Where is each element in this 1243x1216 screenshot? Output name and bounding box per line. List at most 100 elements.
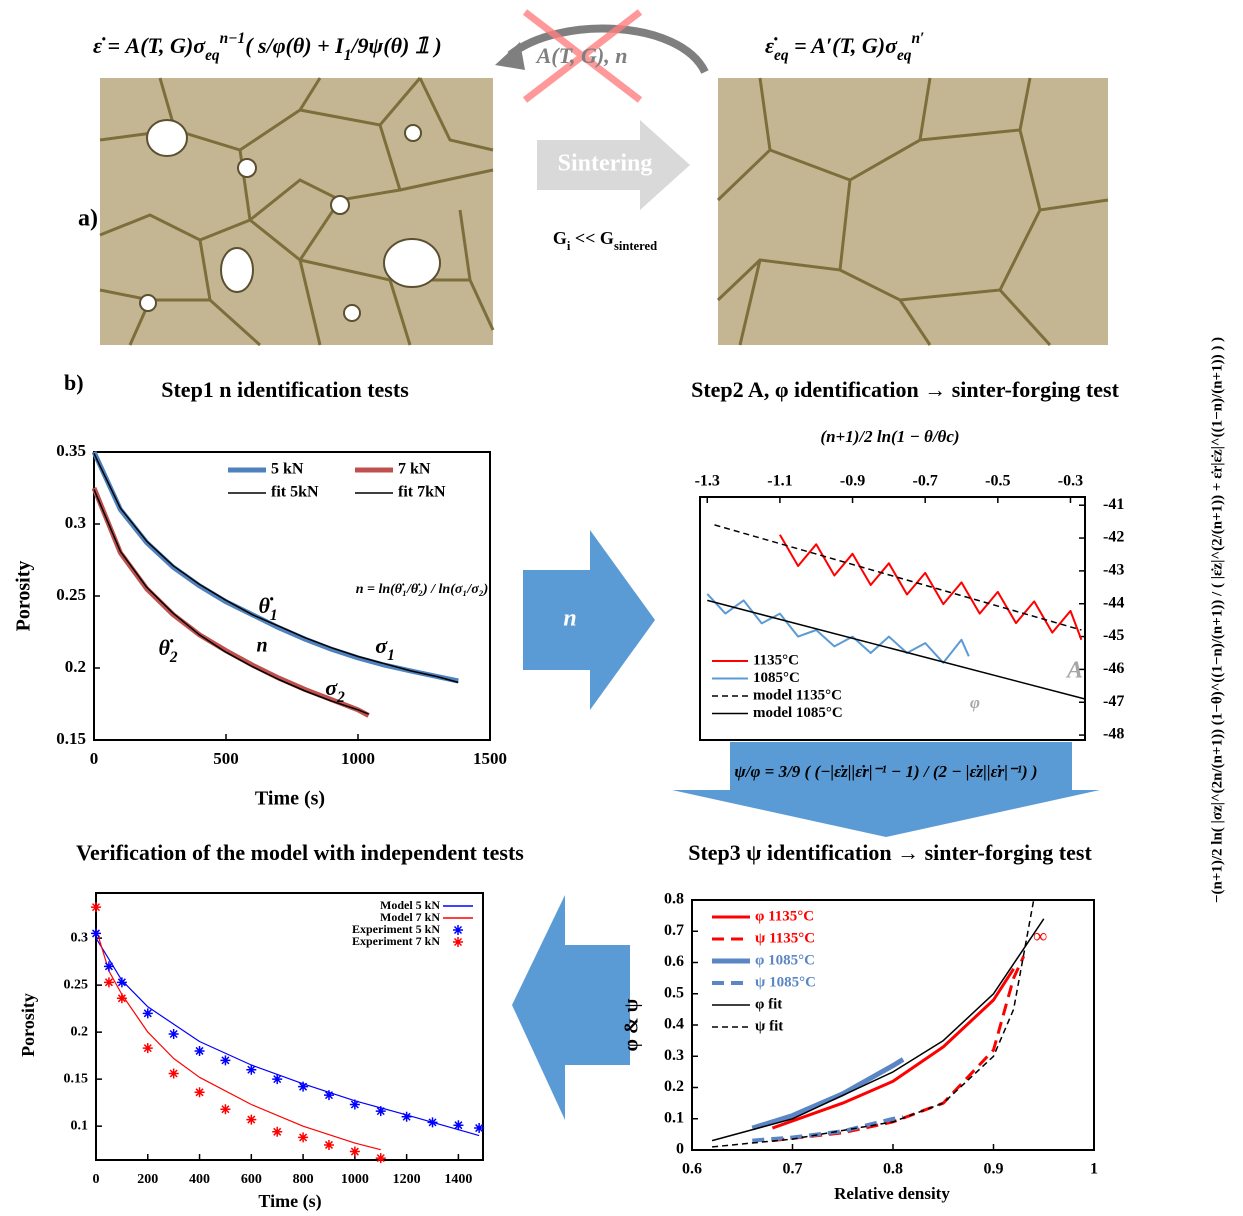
text-part: σ xyxy=(375,633,388,658)
data-point xyxy=(298,1132,309,1143)
annotation: φ xyxy=(970,693,980,712)
grain-relation: Gi << Gsintered xyxy=(553,228,657,253)
legend-label: fit 7kN xyxy=(398,484,446,501)
x-tick-label: 1400 xyxy=(444,1172,472,1187)
data-point xyxy=(168,1068,179,1079)
text-part: n−1 xyxy=(220,30,246,47)
x-tick-label: 200 xyxy=(137,1172,158,1187)
text-part: eq xyxy=(205,47,220,64)
y-tick-label: -48 xyxy=(1103,726,1124,743)
legend-label: Experiment 5 kN xyxy=(352,922,440,936)
right-arrow xyxy=(523,530,655,710)
annotation: n = ln(θ̇₁/θ̇₂) / ln(σ₁/σ₂) xyxy=(356,582,489,597)
y-tick-label: 0.6 xyxy=(664,953,684,970)
annotation: σ2 xyxy=(325,675,345,706)
text-part: σ xyxy=(325,675,338,700)
x-tick-label: -0.7 xyxy=(913,473,938,490)
annotation: A xyxy=(1065,658,1083,684)
x-tick-label: 1500 xyxy=(473,749,507,768)
text-part: sintered xyxy=(614,239,657,253)
panel-label: a) xyxy=(78,206,98,232)
x-axis-label: Time (s) xyxy=(255,788,325,810)
x-tick-label: 1200 xyxy=(393,1172,421,1187)
series-line xyxy=(93,489,369,715)
x-tick-label: 400 xyxy=(189,1172,210,1187)
y-tick-label: -41 xyxy=(1103,496,1124,513)
text-part: i xyxy=(567,239,571,253)
y-tick-label: 0.1 xyxy=(71,1118,89,1133)
data-point xyxy=(194,1045,205,1056)
data-point xyxy=(349,1099,360,1110)
y-tick-label: 0.1 xyxy=(664,1109,684,1126)
annotation: σ1 xyxy=(375,633,395,664)
arrow-equation: ψ/φ = 3/9 ( (−|ε̇z||ε̇r|⁻¹ − 1) / (2 − |… xyxy=(734,762,1037,781)
text-part: = A′(T, G)σ xyxy=(789,33,899,58)
y-tick-label: 0.35 xyxy=(56,441,86,460)
x-tick-label: -0.3 xyxy=(1058,473,1083,490)
data-point xyxy=(375,1153,386,1164)
data-point xyxy=(323,1090,334,1101)
data-point xyxy=(427,1117,438,1128)
y-tick-label: 0.3 xyxy=(664,1047,684,1064)
text-part: /9ψ(θ) 𝟙 ) xyxy=(349,33,441,58)
legend-label: ψ 1135°C xyxy=(755,930,815,946)
series-line xyxy=(93,453,459,684)
x-tick-label: 500 xyxy=(213,749,239,768)
y-tick-label: -45 xyxy=(1103,627,1124,644)
series-line xyxy=(752,1115,904,1143)
x-tick-label: 1000 xyxy=(341,1172,369,1187)
legend-label: 7 kN xyxy=(398,461,431,478)
text-part: ε̇ = A(T, G)σ xyxy=(93,33,206,58)
sintering-label: Sintering xyxy=(558,151,653,177)
series-line xyxy=(779,534,1083,641)
legend-label: fit 5kN xyxy=(271,484,319,501)
chart-title: Step3 ψ identification → sinter-forging … xyxy=(688,840,1092,865)
legend-label: 5 kN xyxy=(271,461,304,478)
annotation: ∞ xyxy=(1033,926,1047,948)
y-tick-label: 0.3 xyxy=(71,930,89,945)
series-line xyxy=(91,487,370,718)
plot-frame xyxy=(95,892,484,1161)
y-tick-label: -42 xyxy=(1103,529,1124,546)
text-part: ( s/φ(θ) + I xyxy=(245,33,345,58)
data-point xyxy=(168,1029,179,1040)
text-part: << G xyxy=(570,228,614,248)
legend-label: φ 1085°C xyxy=(755,952,815,968)
legend-label: model 1135°C xyxy=(753,687,842,703)
chart-title: Verification of the model with independe… xyxy=(76,840,524,865)
data-point xyxy=(272,1074,283,1085)
y-tick-label: 0.5 xyxy=(664,984,684,1001)
x-tick-label: 0.6 xyxy=(682,1161,702,1178)
data-point xyxy=(453,1120,464,1131)
x-axis-label: Relative density xyxy=(834,1184,950,1203)
y-tick-label: 0.25 xyxy=(56,585,86,604)
x-tick-label: -1.1 xyxy=(767,473,792,490)
sintering-arrow xyxy=(537,120,690,210)
y-axis-label: Porosity xyxy=(13,561,35,632)
y-tick-label: 0.2 xyxy=(65,657,86,676)
data-point xyxy=(246,1064,257,1075)
legend-label: ψ 1085°C xyxy=(755,974,816,990)
series-line xyxy=(712,899,1035,1148)
data-point xyxy=(116,977,127,988)
chart-title: Step2 A, φ identification → sinter-forgi… xyxy=(691,377,1119,402)
sintered-equation: ε̇eq = A′(T, G)σeqn′ xyxy=(765,30,924,64)
data-point xyxy=(401,1111,412,1122)
legend-label: 1085°C xyxy=(753,670,800,686)
series-line xyxy=(711,918,1045,1142)
text-part: 2 xyxy=(169,649,178,666)
data-point xyxy=(349,1146,360,1157)
y-tick-label: -46 xyxy=(1103,660,1124,677)
series-line xyxy=(95,928,381,1151)
chart-title: Step1 n identification tests xyxy=(161,377,409,402)
data-point xyxy=(272,1126,283,1137)
down-arrow xyxy=(672,742,1100,837)
y-tick-label: 0.4 xyxy=(664,1016,684,1033)
data-point xyxy=(375,1106,386,1117)
x-tick-label: -0.5 xyxy=(985,473,1010,490)
legend-label: φ fit xyxy=(755,996,782,1012)
y-tick-label: -43 xyxy=(1103,562,1124,579)
x-tick-label: 1 xyxy=(1090,1161,1098,1178)
data-point xyxy=(103,977,114,988)
